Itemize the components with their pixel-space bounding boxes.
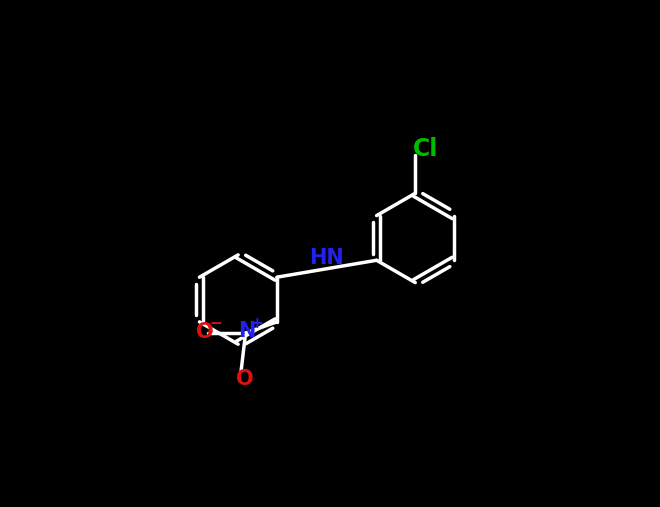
Text: O: O [236,369,253,389]
Text: HN: HN [310,248,344,268]
Text: O: O [197,322,214,342]
Text: −: − [210,316,222,331]
Text: +: + [250,315,263,331]
Text: Cl: Cl [413,137,439,161]
Text: N: N [238,321,256,342]
